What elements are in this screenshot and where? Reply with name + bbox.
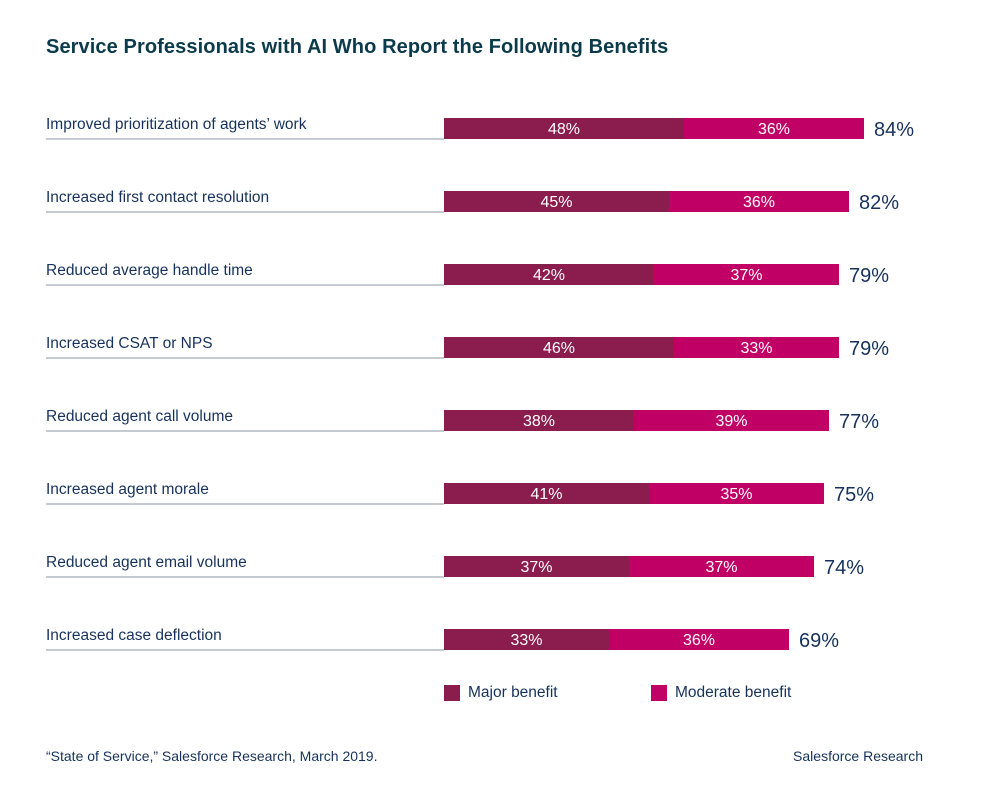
legend-swatch-moderate [651,685,667,701]
legend-item-major: Major benefit [444,684,558,702]
bar-moderate [609,629,789,650]
bar-moderate [649,483,824,504]
chart-row: Reduced average handle time 42% 37% 79% [46,262,889,287]
bar-value-label: 37% [730,267,762,284]
category-label: Increased agent morale [46,481,209,498]
bar-value-label: 42% [533,267,565,284]
bar-chart: Improved prioritization of agents’ work 4… [46,116,914,652]
bar-moderate [669,191,849,212]
legend-swatch-major [444,685,460,701]
bar-moderate [634,410,829,431]
bar-major [444,556,629,577]
legend: Major benefit Moderate benefit [0,684,991,708]
bar-major [444,337,674,358]
total-value-label: 79% [849,338,889,360]
chart-row: Reduced agent email volume 37% 37% 74% [46,554,864,579]
category-label: Increased case deflection [46,627,222,644]
bar-moderate [684,118,864,139]
total-value-label: 74% [824,557,864,579]
bar-moderate [629,556,814,577]
chart-row: Increased case deflection 33% 36% 69% [46,627,839,652]
chart-row: Increased first contact resolution 45% 36%… [46,189,899,214]
category-label: Reduced agent email volume [46,554,247,571]
bar-value-label: 37% [705,559,737,576]
bar-major [444,264,654,285]
bar-major [444,191,669,212]
category-label: Reduced average handle time [46,262,253,279]
bar-moderate [654,264,839,285]
bar-moderate [674,337,839,358]
bar-value-label: 36% [683,632,715,649]
chart-row: Improved prioritization of agents’ work 4… [46,116,914,141]
category-label: Increased first contact resolution [46,189,269,206]
total-value-label: 77% [839,411,879,433]
bar-value-label: 36% [743,194,775,211]
bar-value-label: 37% [520,559,552,576]
chart-row: Increased agent morale 41% 35% 75% [46,481,874,506]
chart-title: Service Professionals with AI Who Report… [46,36,669,58]
bar-major [444,410,634,431]
chart-row: Increased CSAT or NPS 46% 33% 79% [46,335,889,360]
legend-label-major: Major benefit [468,684,558,701]
bar-value-label: 41% [530,486,562,503]
category-label: Improved prioritization of agents’ work [46,116,307,133]
bar-major [444,483,649,504]
total-value-label: 69% [799,630,839,652]
legend-label-moderate: Moderate benefit [675,684,792,701]
bar-major [444,118,684,139]
category-label: Reduced agent call volume [46,408,233,425]
bar-value-label: 46% [543,340,575,357]
source-note: “State of Service,” Salesforce Research,… [46,748,378,764]
bar-value-label: 33% [740,340,772,357]
legend-item-moderate: Moderate benefit [651,684,791,702]
bar-value-label: 45% [540,194,572,211]
bar-major [444,629,609,650]
bar-value-label: 48% [548,121,580,138]
chart-row: Reduced agent call volume 38% 39% 77% [46,408,879,433]
total-value-label: 79% [849,265,889,287]
bar-value-label: 35% [720,486,752,503]
bar-value-label: 36% [758,121,790,138]
brand-credit: Salesforce Research [793,748,923,764]
bar-value-label: 39% [715,413,747,430]
bar-value-label: 38% [523,413,555,430]
category-label: Increased CSAT or NPS [46,335,213,352]
total-value-label: 75% [834,484,874,506]
total-value-label: 84% [874,119,914,141]
bar-value-label: 33% [510,632,542,649]
total-value-label: 82% [859,192,899,214]
